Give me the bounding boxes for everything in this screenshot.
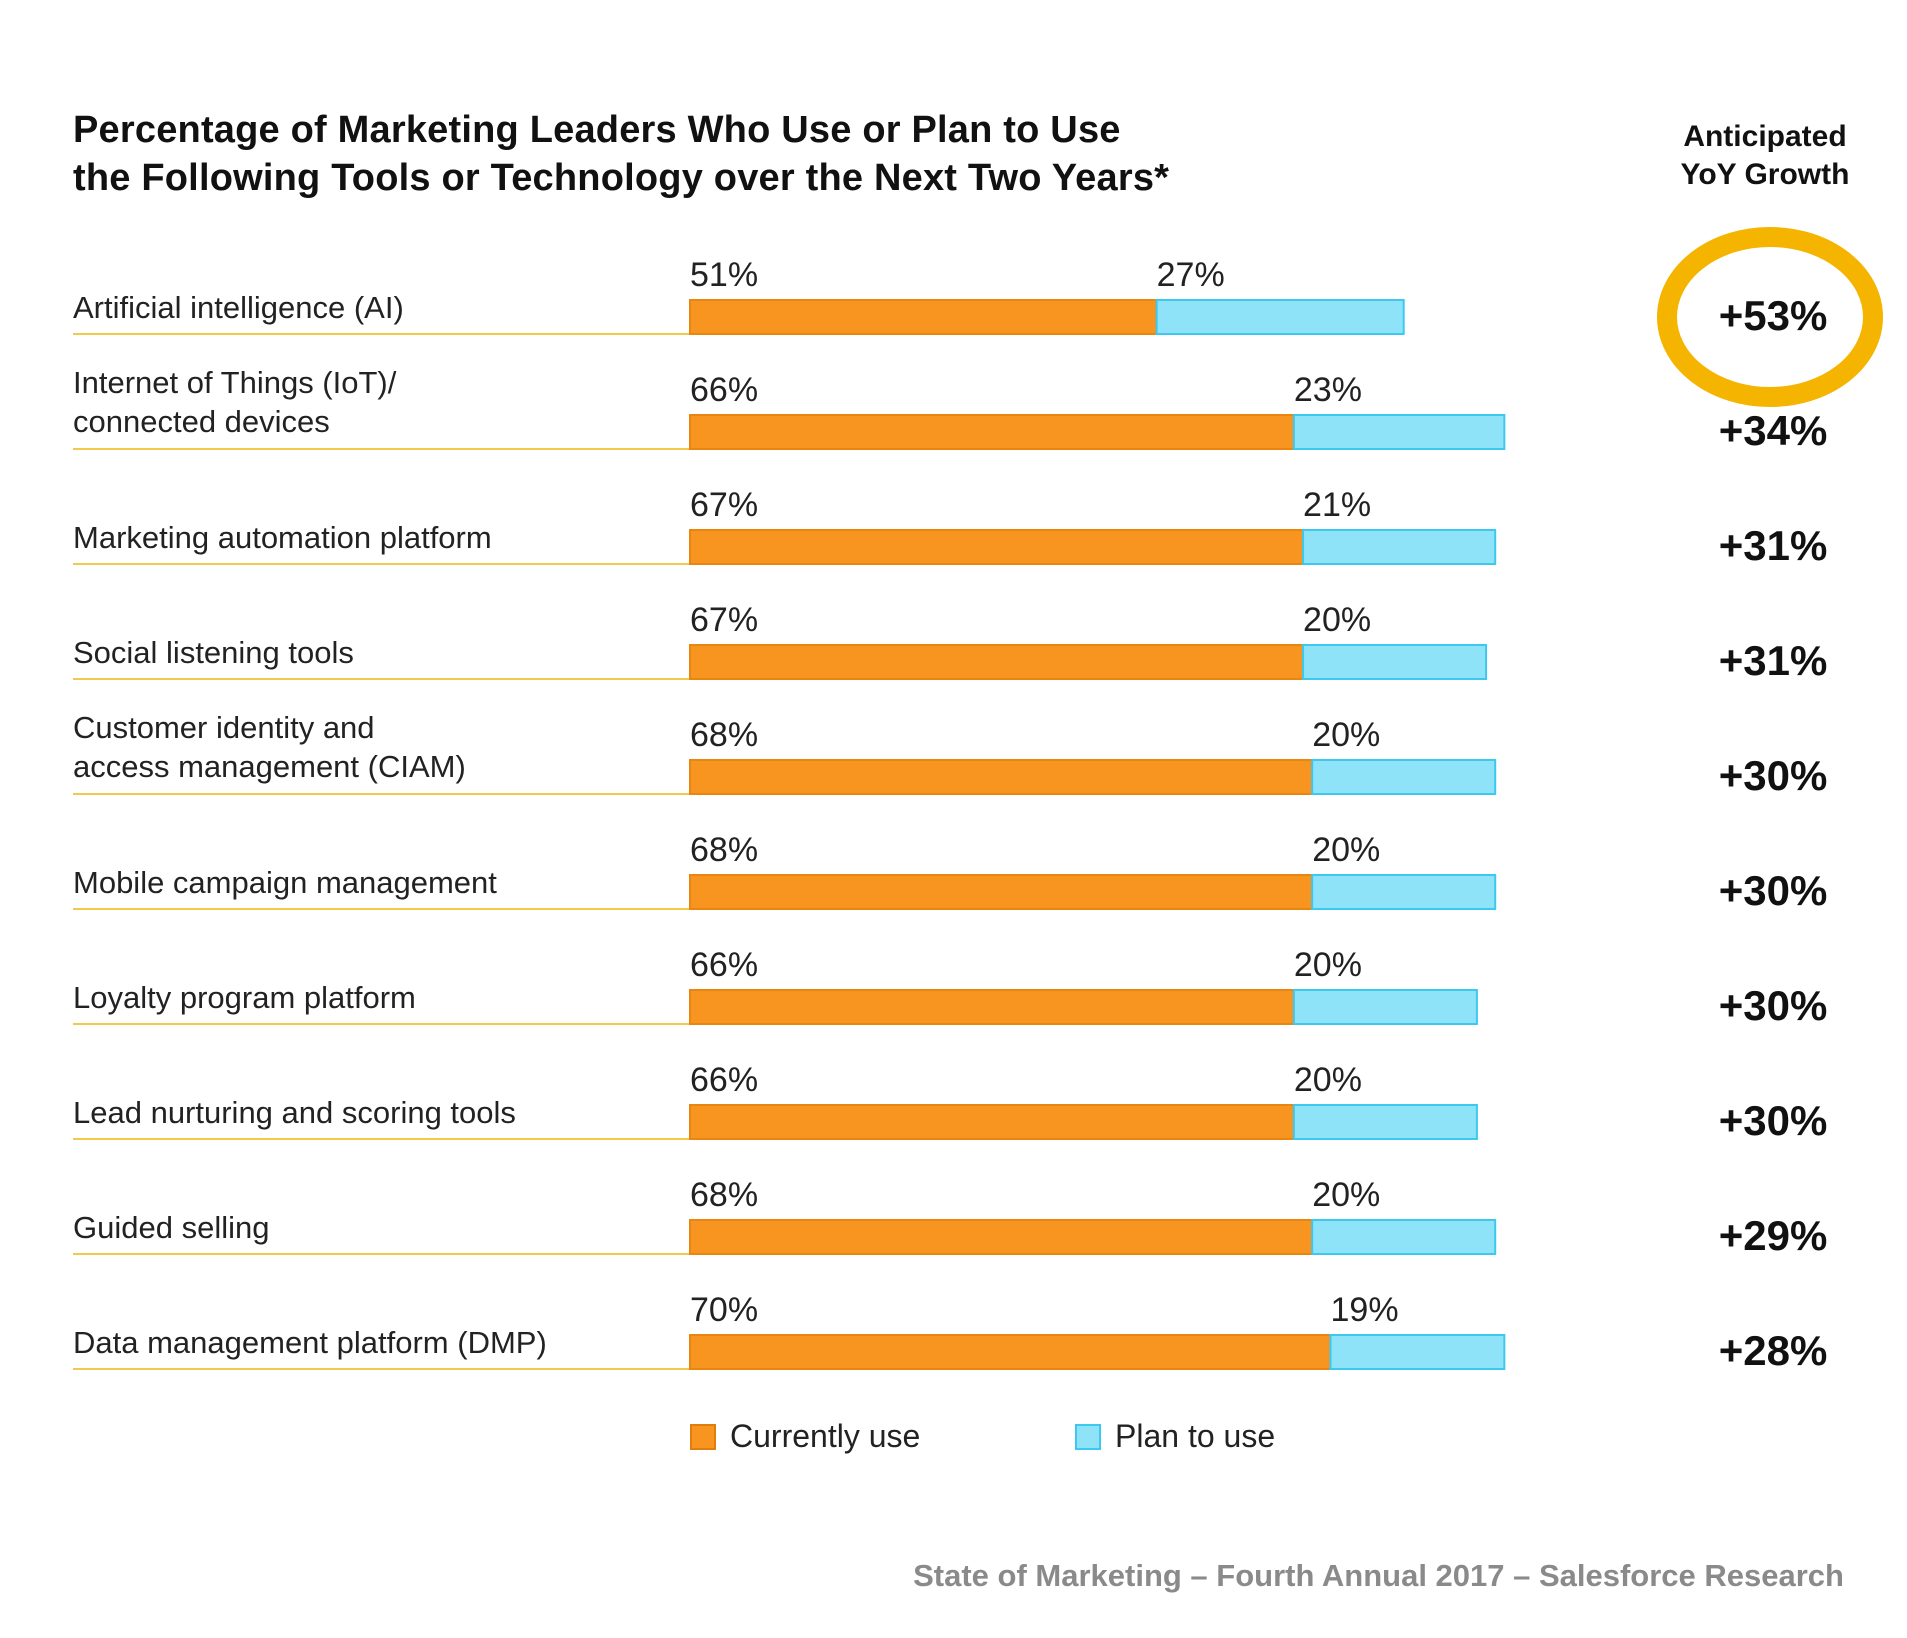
growth-column-header: Anticipated YoY Growth [1620, 118, 1907, 194]
category-label: Artificial intelligence (AI) [73, 288, 404, 327]
category-label-line: connected devices [73, 404, 330, 439]
data-label-plan-to-use: 20% [1294, 946, 1362, 984]
category-label: Customer identity and access management (… [73, 708, 466, 786]
growth-header-line-1: Anticipated [1683, 120, 1847, 153]
data-label-plan-to-use: 20% [1294, 1061, 1362, 1099]
category-label: Social listening tools [73, 633, 354, 672]
bar-currently-use [689, 414, 1295, 450]
data-label-plan-to-use: 20% [1312, 716, 1380, 754]
bar-plan-to-use [1292, 414, 1506, 450]
bar-currently-use [689, 1104, 1295, 1140]
highlight-ring [1657, 227, 1883, 407]
legend-item-currently-use: Currently use [690, 1418, 920, 1455]
category-label-line: Loyalty program platform [73, 980, 416, 1015]
data-label-currently-use: 66% [690, 371, 758, 409]
data-label-plan-to-use: 21% [1303, 486, 1371, 524]
chart-title: Percentage of Marketing Leaders Who Use … [73, 106, 1169, 202]
data-label-currently-use: 68% [690, 1176, 758, 1214]
growth-value: +34% [1719, 407, 1828, 454]
category-label-line: Lead nurturing and scoring tools [73, 1095, 516, 1130]
category-label: Loyalty program platform [73, 978, 416, 1017]
data-label-plan-to-use: 19% [1331, 1291, 1399, 1329]
growth-value: +30% [1719, 752, 1828, 799]
growth-value: +53% [1719, 292, 1828, 339]
growth-value: +30% [1719, 1097, 1828, 1144]
bar-currently-use [689, 1334, 1332, 1370]
data-label-currently-use: 67% [690, 601, 758, 639]
bar-plan-to-use [1302, 529, 1497, 565]
category-label-line: Customer identity and [73, 710, 375, 745]
category-label: Lead nurturing and scoring tools [73, 1093, 516, 1132]
growth-value: +31% [1719, 637, 1828, 684]
data-label-currently-use: 51% [690, 256, 758, 294]
data-label-plan-to-use: 23% [1294, 371, 1362, 409]
category-label: Marketing automation platform [73, 518, 492, 557]
bar-plan-to-use [1292, 989, 1478, 1025]
data-label-currently-use: 66% [690, 946, 758, 984]
data-label-currently-use: 67% [690, 486, 758, 524]
bar-currently-use [689, 529, 1305, 565]
category-label-line: Mobile campaign management [73, 865, 497, 900]
bar-plan-to-use [1311, 874, 1497, 910]
data-label-plan-to-use: 20% [1312, 831, 1380, 869]
category-label: Mobile campaign management [73, 863, 497, 902]
growth-header-line-2: YoY Growth [1680, 158, 1850, 191]
legend-swatch-plan-to-use [1075, 1423, 1101, 1450]
bar-currently-use [689, 299, 1158, 335]
bar-plan-to-use [1155, 299, 1405, 335]
data-label-currently-use: 66% [690, 1061, 758, 1099]
category-label-line: Internet of Things (IoT)/ [73, 365, 397, 400]
data-label-currently-use: 68% [690, 831, 758, 869]
bar-plan-to-use [1329, 1334, 1506, 1370]
bar-currently-use [689, 874, 1314, 910]
legend-label-plan-to-use: Plan to use [1115, 1418, 1276, 1454]
legend-label-currently-use: Currently use [730, 1418, 921, 1454]
data-label-currently-use: 70% [690, 1291, 758, 1329]
bar-plan-to-use [1311, 1219, 1497, 1255]
growth-value: +30% [1719, 982, 1828, 1029]
legend-swatch-currently-use [690, 1423, 716, 1450]
category-label-line: access management (CIAM) [73, 749, 466, 784]
growth-value: +28% [1719, 1327, 1828, 1374]
data-label-plan-to-use: 27% [1157, 256, 1225, 294]
bar-plan-to-use [1302, 644, 1488, 680]
category-label-line: Social listening tools [73, 635, 354, 670]
bar-currently-use [689, 1219, 1314, 1255]
category-label-line: Data management platform (DMP) [73, 1325, 547, 1360]
bar-plan-to-use [1292, 1104, 1478, 1140]
category-label: Internet of Things (IoT)/ connected devic… [73, 363, 396, 441]
chart-title-line-1: Percentage of Marketing Leaders Who Use … [73, 109, 1121, 151]
category-label-line: Marketing automation platform [73, 520, 492, 555]
legend-item-plan-to-use: Plan to use [1075, 1418, 1275, 1455]
growth-value: +29% [1719, 1212, 1828, 1259]
bar-plan-to-use [1311, 759, 1497, 795]
source-note: State of Marketing – Fourth Annual 2017 … [913, 1558, 1844, 1593]
chart-title-line-2: the Following Tools or Technology over t… [73, 157, 1170, 199]
category-label: Guided selling [73, 1208, 269, 1247]
bar-currently-use [689, 759, 1314, 795]
growth-value: +30% [1719, 867, 1828, 914]
category-label-line: Artificial intelligence (AI) [73, 290, 404, 325]
data-label-currently-use: 68% [690, 716, 758, 754]
data-label-plan-to-use: 20% [1303, 601, 1371, 639]
category-label-line: Guided selling [73, 1210, 270, 1245]
bar-currently-use [689, 644, 1305, 680]
growth-value: +31% [1719, 522, 1828, 569]
category-label: Data management platform (DMP) [73, 1323, 547, 1362]
bar-currently-use [689, 989, 1295, 1025]
data-label-plan-to-use: 20% [1312, 1176, 1380, 1214]
